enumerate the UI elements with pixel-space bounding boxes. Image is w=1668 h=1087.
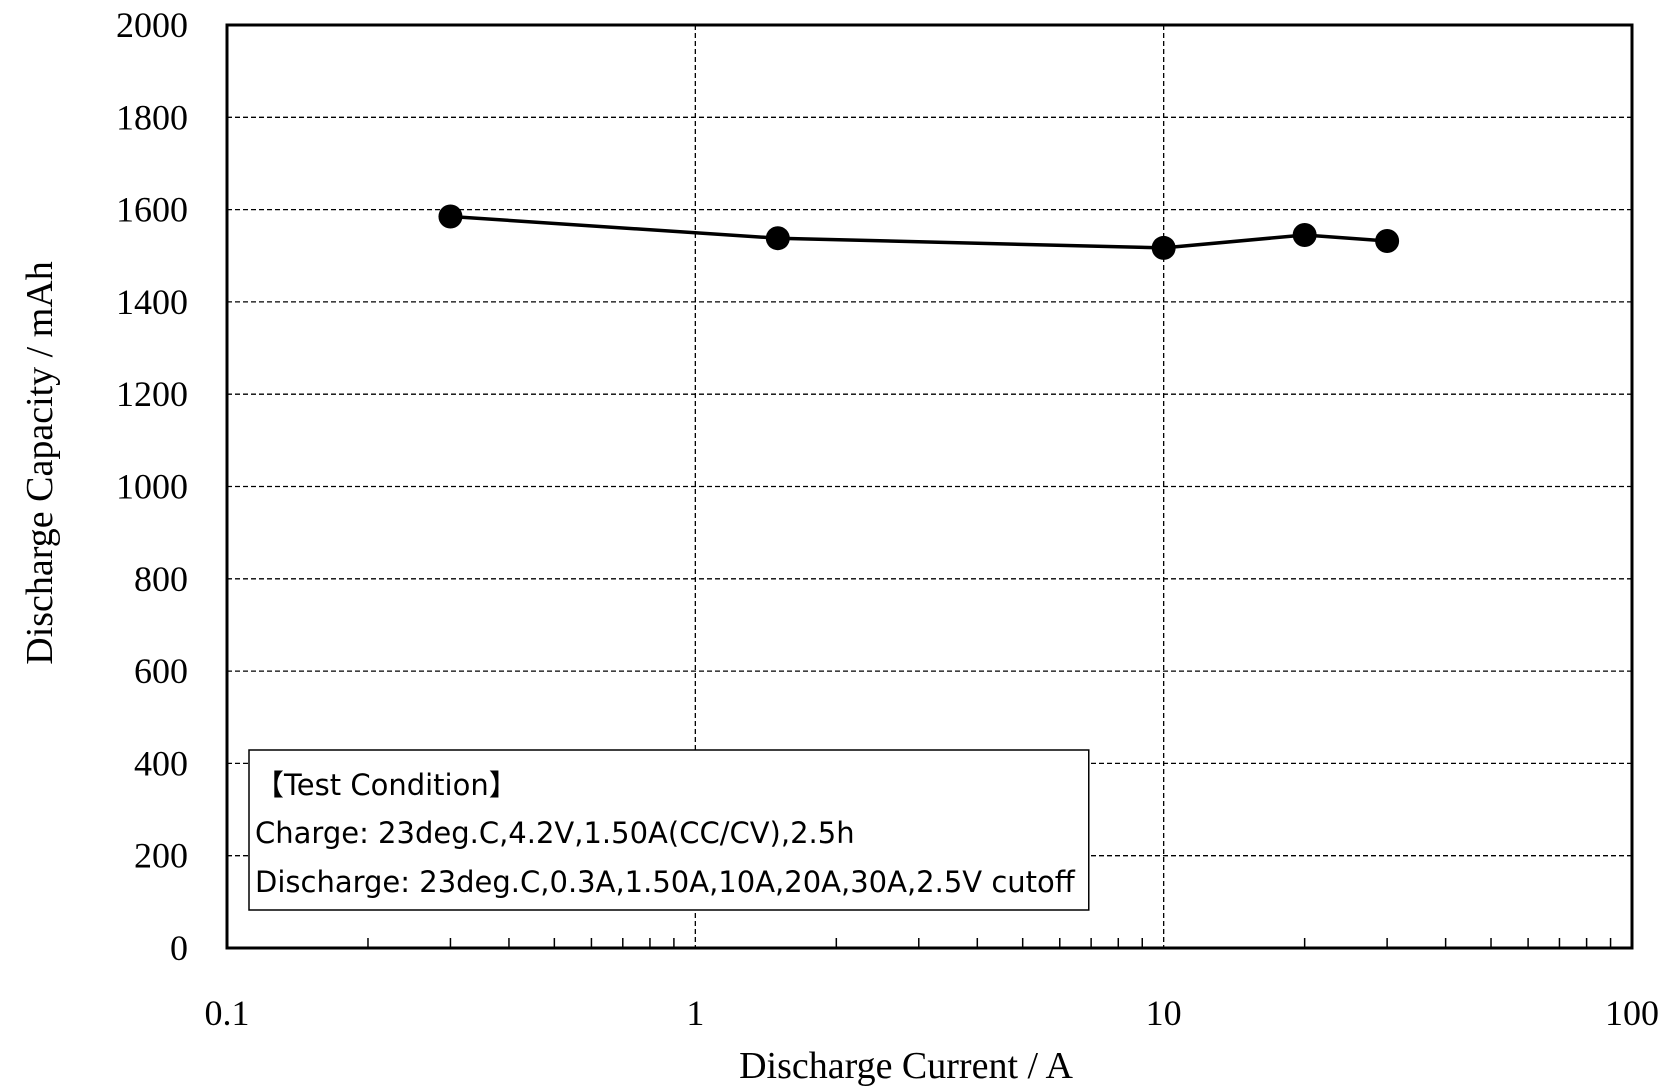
y-tick-label: 1200 — [116, 374, 188, 414]
x-tick-label: 10 — [1146, 993, 1182, 1033]
data-point — [1151, 235, 1176, 260]
y-tick-label: 1600 — [116, 190, 188, 230]
y-tick-label: 0 — [170, 928, 188, 968]
grid — [227, 25, 1632, 948]
y-tick-labels: 0 200 400 600 800 1000 1200 1400 1600 1800 2000 — [116, 5, 188, 968]
series-line — [450, 214, 1388, 250]
x-axis-title: Discharge Current / A — [739, 1045, 1073, 1087]
plot-frame — [225, 23, 1634, 950]
y-tick-label: 1800 — [116, 97, 188, 137]
test-condition-discharge: Discharge: 23deg.C,0.3A,1.50A,10A,20A,30… — [255, 865, 1076, 899]
y-tick-label: 600 — [134, 651, 188, 691]
test-condition-box: 【Test Condition】 Charge: 23deg.C,4.2V,1.… — [248, 749, 1090, 911]
y-axis-title: Discharge Capacity / mAh — [19, 261, 61, 664]
x-tick-label: 0.1 — [205, 993, 250, 1033]
minor-ticks — [367, 938, 1612, 948]
data-point — [1292, 222, 1317, 247]
test-condition-heading: 【Test Condition】 — [255, 768, 518, 802]
test-condition-frame — [248, 749, 1090, 911]
y-tick-label: 400 — [134, 743, 188, 783]
data-point — [438, 204, 463, 229]
x-tick-label: 100 — [1605, 993, 1659, 1033]
y-tick-label: 1400 — [116, 282, 188, 322]
data-point — [1375, 228, 1400, 253]
x-tick-label: 1 — [686, 993, 704, 1033]
test-condition-charge: Charge: 23deg.C,4.2V,1.50A(CC/CV),2.5h — [255, 816, 855, 850]
y-tick-label: 800 — [134, 559, 188, 599]
y-tick-label: 1000 — [116, 467, 188, 507]
y-tick-label: 2000 — [116, 5, 188, 45]
data-point — [765, 226, 790, 251]
y-tick-label: 200 — [134, 836, 188, 876]
x-tick-labels: 0.1 1 10 100 — [205, 993, 1660, 1033]
series-layer — [438, 204, 1400, 260]
